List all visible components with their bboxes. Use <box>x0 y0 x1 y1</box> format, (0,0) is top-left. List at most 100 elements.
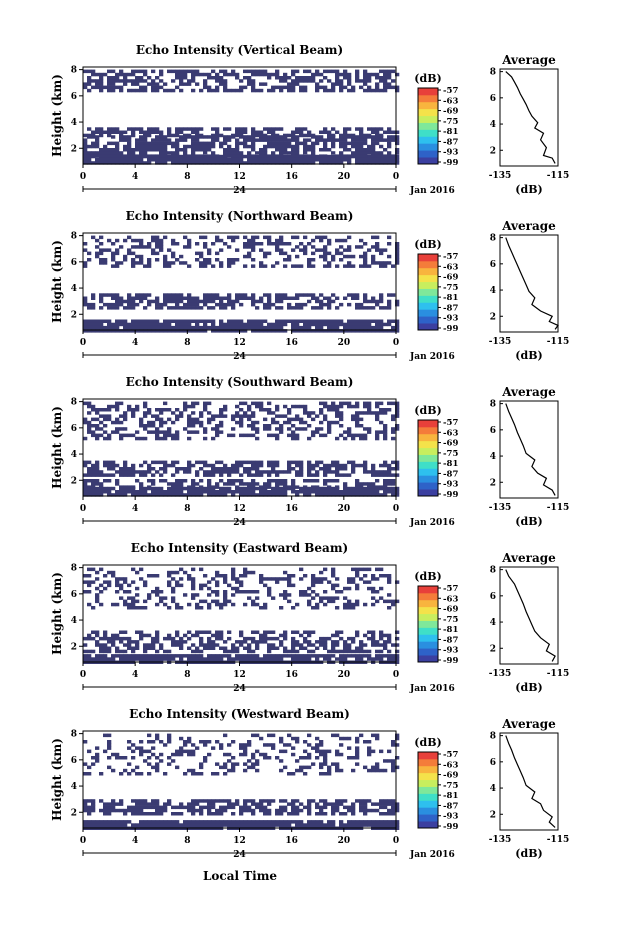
x-tick-label: 4 <box>132 504 138 514</box>
echo-cell <box>303 479 308 483</box>
echo-cell <box>187 161 192 165</box>
echo-cell <box>335 799 340 803</box>
echo-cell <box>367 586 372 591</box>
echo-cell <box>299 293 304 297</box>
echo-cell <box>299 88 304 93</box>
echo-cell <box>359 643 364 647</box>
echo-cell <box>363 254 368 259</box>
x-tick-label: 20 <box>338 836 351 846</box>
echo-cell <box>395 248 400 252</box>
echo-cell <box>331 808 336 813</box>
echo-cell <box>355 306 360 310</box>
echo-cell <box>291 69 296 74</box>
echo-cell <box>335 69 340 74</box>
echo-cell <box>379 79 384 83</box>
echo-cell <box>199 583 204 588</box>
echo-cell <box>255 306 260 310</box>
echo-cell <box>287 460 292 465</box>
echo-cell <box>211 296 216 300</box>
echo-cell <box>219 414 224 418</box>
echo-cell <box>287 733 292 738</box>
echo-cell <box>379 823 384 827</box>
echo-cell <box>319 580 324 584</box>
echo-cell <box>215 424 220 428</box>
echo-cell <box>239 482 244 486</box>
echo-cell <box>359 823 364 827</box>
echo-cell <box>323 158 328 162</box>
echo-cell <box>323 417 328 422</box>
echo-cell <box>339 251 344 256</box>
echo-cell <box>303 408 308 412</box>
echo-cell <box>255 69 260 74</box>
echo-cell <box>311 820 316 824</box>
echo-cell <box>155 633 160 638</box>
echo-cell <box>191 420 196 425</box>
echo-cell <box>331 254 336 259</box>
echo-cell <box>295 463 300 468</box>
echo-cell <box>243 264 248 268</box>
colorbar-tick-label: -63 <box>443 96 458 106</box>
echo-cell <box>247 643 252 647</box>
echo-cell <box>159 138 164 142</box>
echo-cell <box>219 161 224 165</box>
echo-cell <box>159 436 164 441</box>
echo-cell <box>335 72 340 77</box>
echo-cell <box>203 743 208 747</box>
echo-cell <box>195 606 200 610</box>
echo-cell <box>243 325 248 330</box>
x-tick-label: 8 <box>184 504 190 514</box>
echo-cell <box>395 254 400 259</box>
echo-cell <box>387 574 392 578</box>
echo-cell <box>179 640 184 644</box>
echo-cell <box>175 306 180 310</box>
echo-cell <box>167 570 172 575</box>
echo-cell <box>323 567 328 572</box>
echo-cell <box>379 657 384 661</box>
echo-cell <box>219 141 224 146</box>
echo-cell <box>279 823 284 827</box>
echo-cell <box>271 460 276 465</box>
echo-cell <box>363 133 368 138</box>
echo-cell <box>163 657 168 661</box>
echo-cell <box>283 144 288 149</box>
echo-cell <box>151 85 156 90</box>
echo-cell <box>155 823 160 827</box>
echo-cell <box>127 299 132 304</box>
echo-cell <box>291 746 296 750</box>
echo-cell <box>327 823 332 827</box>
echo-cell <box>163 296 168 300</box>
echo-cell <box>115 408 120 412</box>
echo-cell <box>107 79 112 83</box>
echo-cell <box>263 640 268 644</box>
x-tick-label: 0 <box>393 504 399 514</box>
echo-cell <box>383 436 388 441</box>
echo-cell <box>279 329 284 333</box>
echo-cell <box>239 463 244 468</box>
echo-cell <box>223 574 228 578</box>
echo-cell <box>239 640 244 644</box>
echo-cell <box>343 138 348 142</box>
echo-cell <box>323 85 328 90</box>
echo-cell <box>239 479 244 483</box>
echo-cell <box>359 79 364 83</box>
echo-cell <box>251 482 256 486</box>
echo-cell <box>311 630 316 634</box>
echo-cell <box>355 493 360 497</box>
echo-cell <box>319 401 324 406</box>
echo-cell <box>111 654 116 658</box>
echo-cell <box>83 802 88 806</box>
echo-cell <box>123 433 128 438</box>
echo-cell <box>91 329 96 333</box>
echo-cell <box>127 296 132 300</box>
echo-cell <box>99 408 104 412</box>
echo-cell <box>111 467 116 471</box>
echo-cell <box>387 486 392 491</box>
echo-cell <box>195 158 200 162</box>
echo-cell <box>371 127 376 131</box>
echo-cell <box>295 812 300 816</box>
echo-cell <box>143 460 148 465</box>
day-marker: 24 <box>233 186 246 196</box>
echo-cell <box>207 411 212 415</box>
echo-cell <box>375 158 380 162</box>
echo-cell <box>347 141 352 146</box>
